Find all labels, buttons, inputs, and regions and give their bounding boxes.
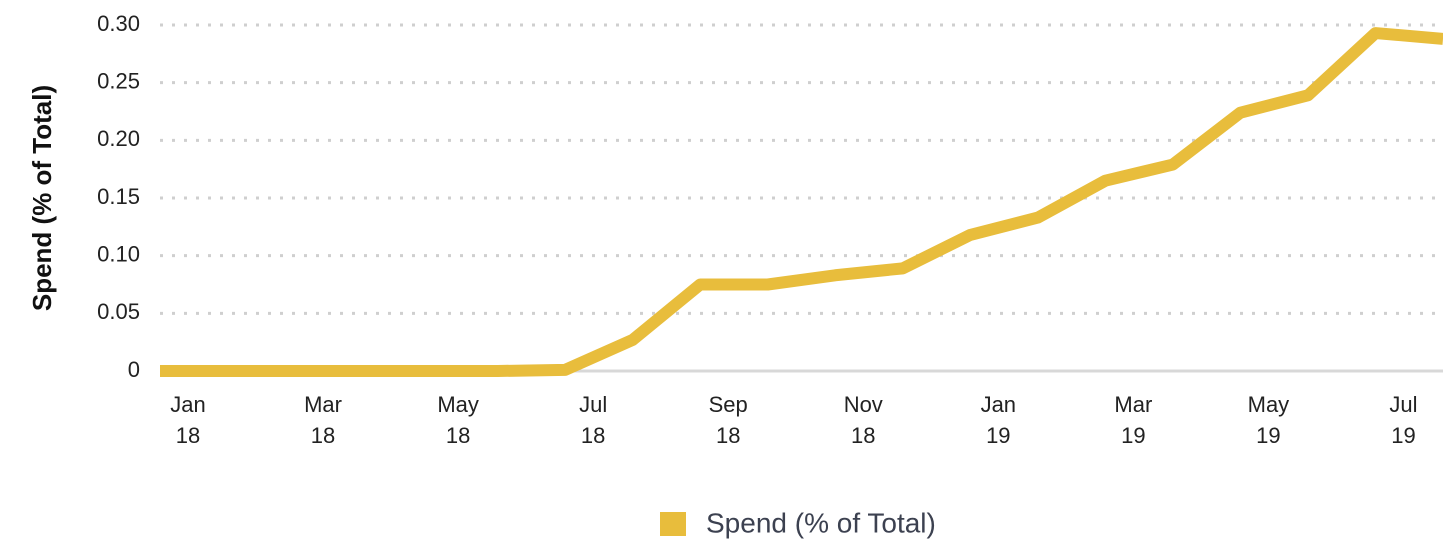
y-tick-label: 0.05 [97,299,140,324]
x-tick-label: Jul 18 [579,392,607,448]
line [160,27,1443,377]
x-tick-label: Sep 18 [709,392,748,448]
y-tick-label: 0.15 [97,184,140,209]
y-tick-label: 0.10 [97,241,140,266]
x-tick-label: Nov 18 [844,392,883,448]
y-tick-label: 0 [128,357,140,382]
legend-swatch [660,512,686,536]
x-tick-label: May 19 [1248,392,1290,448]
x-tick-label: Jan 19 [981,392,1016,448]
y-tick-label: 0.20 [97,126,140,151]
x-tick-label: May 18 [437,392,479,448]
y-tick-label: 0.25 [97,68,140,93]
y-tick-label: 0.30 [97,11,140,36]
y-axis-label: Spend (% of Total) [27,85,57,311]
legend-label: Spend (% of Total) [706,507,936,538]
x-tick-label: Mar 19 [1114,392,1152,448]
x-tick-label: Jan 18 [170,392,205,448]
x-tick-label: Jul 19 [1389,392,1417,448]
x-tick-label: Mar 18 [304,392,342,448]
